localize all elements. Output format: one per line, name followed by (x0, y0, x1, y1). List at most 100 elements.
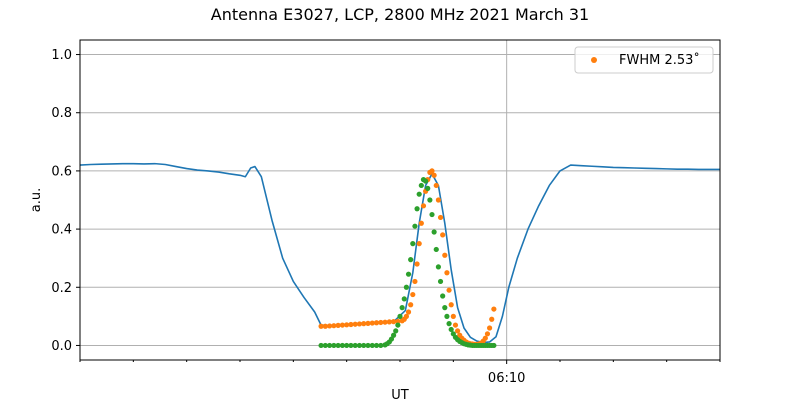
data-point (378, 319, 384, 326)
data-point (339, 322, 345, 328)
data-point (450, 313, 456, 319)
data-point (423, 178, 429, 184)
data-point (352, 321, 358, 327)
data-point (335, 342, 341, 349)
data-point (405, 271, 412, 277)
data-point (378, 342, 384, 349)
y-tick-label: 1.0 (51, 48, 72, 63)
data-point (356, 342, 363, 349)
data-point (373, 320, 380, 326)
data-point (440, 232, 446, 238)
data-point (403, 313, 409, 319)
data-point (395, 318, 401, 324)
data-point (386, 319, 392, 325)
data-point (431, 229, 437, 235)
data-point (410, 241, 416, 247)
data-point (448, 326, 454, 333)
data-point (487, 325, 493, 331)
data-point (442, 252, 448, 258)
data-point (408, 257, 414, 263)
data-point (365, 342, 371, 349)
plot-area (80, 162, 720, 349)
data-point (348, 342, 354, 349)
data-point (491, 342, 497, 349)
y-axis-label: a.u. (29, 188, 44, 212)
y-tick-label: 0.6 (51, 164, 72, 179)
data-point (393, 328, 399, 334)
data-point (403, 284, 409, 290)
data-point (435, 197, 441, 203)
data-point (435, 264, 441, 270)
data-point (391, 319, 397, 325)
data-point (369, 320, 375, 326)
data-point (401, 296, 407, 302)
data-point (452, 322, 459, 328)
data-point (427, 197, 433, 203)
x-axis-label: UT (391, 388, 409, 400)
data-point (408, 302, 414, 308)
data-point (361, 342, 367, 349)
data-point (388, 336, 395, 342)
data-point (429, 168, 435, 174)
data-point (491, 306, 497, 312)
y-tick-label: 0.4 (51, 223, 72, 238)
data-point (442, 305, 448, 311)
data-point (405, 309, 412, 315)
x-axis: 06:10 (79, 360, 721, 386)
data-point (484, 331, 491, 337)
data-point (418, 182, 424, 189)
data-point (437, 278, 444, 285)
data-point (369, 342, 375, 349)
y-axis: 0.0 0.2 0.4 0.6 0.8 1.0 (51, 48, 80, 354)
legend: FWHM 2.53˚ (574, 46, 714, 74)
data-point (399, 305, 405, 311)
data-point (331, 323, 337, 329)
data-point (373, 342, 380, 349)
data-point (395, 322, 401, 328)
data-point (410, 291, 416, 298)
data-point (440, 293, 446, 299)
data-point (444, 313, 450, 319)
data-point (365, 320, 371, 326)
data-point (412, 278, 418, 285)
data-point (397, 313, 403, 319)
data-point (412, 223, 418, 229)
data-point (448, 302, 454, 308)
data-point (339, 342, 345, 349)
data-point (446, 321, 452, 327)
data-point (425, 185, 431, 191)
data-point (416, 241, 422, 247)
data-point (322, 342, 328, 349)
data-point (391, 332, 397, 338)
data-point (414, 206, 420, 212)
data-point (437, 214, 444, 221)
data-point (416, 191, 422, 197)
data-point (489, 316, 495, 322)
data-point (433, 246, 439, 253)
data-point (446, 287, 452, 293)
data-point (327, 342, 333, 349)
legend-label: FWHM 2.53˚ (619, 52, 700, 68)
data-point (322, 323, 328, 329)
data-point (382, 319, 388, 325)
data-point (335, 322, 341, 328)
x-tick-label: 06:10 (488, 371, 525, 386)
chart-title: Antenna E3027, LCP, 2800 MHz 2021 March … (211, 5, 589, 24)
data-point (418, 220, 424, 226)
data-point (361, 321, 367, 327)
legend-marker (591, 57, 597, 63)
y-tick-label: 0.0 (51, 339, 72, 354)
data-point (318, 342, 324, 349)
legend-box (574, 46, 714, 74)
data-point (482, 335, 488, 341)
data-point (344, 342, 350, 349)
data-point (433, 182, 439, 189)
y-tick-label: 0.8 (51, 106, 72, 121)
data-point (318, 323, 324, 329)
data-point (455, 328, 461, 334)
data-point (327, 323, 333, 329)
axes-frame (79, 39, 721, 361)
data-point (444, 270, 450, 276)
data-point (429, 211, 435, 218)
